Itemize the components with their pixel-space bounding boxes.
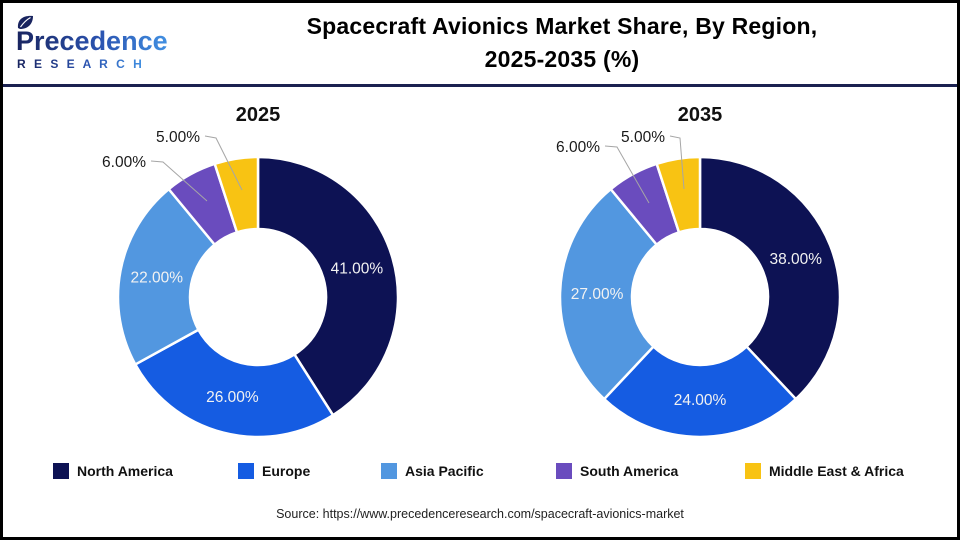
legend-label-asia-pacific: Asia Pacific xyxy=(405,463,484,479)
pie-slice-north-america-2035 xyxy=(698,155,842,401)
slice-label-north-america-2035: 38.00% xyxy=(770,251,823,268)
legend-swatch-south-america xyxy=(556,463,572,479)
legend-swatch-asia-pacific xyxy=(381,463,397,479)
logo-graphic: Precedence R E S E A R C H xyxy=(16,15,168,71)
slice-label-europe-2025: 26.00% xyxy=(206,389,259,406)
logo-name: Precedence xyxy=(16,26,168,56)
header: Precedence R E S E A R C H Spacecraft Av… xyxy=(0,0,960,87)
chart-title-2035: 2035 xyxy=(677,104,723,126)
slice-label-south-america-2035: 6.00% xyxy=(556,139,600,156)
precedence-research-logo: Precedence R E S E A R C H xyxy=(14,14,174,76)
slice-label-south-america-2025: 6.00% xyxy=(102,154,146,171)
leader-line-south-america-2035 xyxy=(604,145,650,204)
pie-slice-north-america-2025 xyxy=(256,155,400,417)
pie-slice-asia-pacific-2025 xyxy=(116,187,216,366)
page-title: Spacecraft Avionics Market Share, By Reg… xyxy=(170,10,954,76)
legend-swatch-europe xyxy=(238,463,254,479)
legend-item-europe: Europe xyxy=(238,462,310,480)
slice-label-middle-east-africa-2035: 5.00% xyxy=(621,129,665,146)
logo-subtitle: R E S E A R C H xyxy=(17,57,144,71)
legend-label-south-america: South America xyxy=(580,463,679,479)
title-line-2: 2025-2035 (%) xyxy=(484,46,640,72)
legend-label-europe: Europe xyxy=(262,463,311,479)
title-line-1: Spacecraft Avionics Market Share, By Reg… xyxy=(306,13,818,39)
logo-leaf-vein xyxy=(20,17,31,28)
leader-line-middle-east-africa-2025 xyxy=(204,135,243,191)
leader-line-middle-east-africa-2035 xyxy=(669,135,685,190)
legend-label-north-america: North America xyxy=(77,463,173,479)
slice-label-middle-east-africa-2025: 5.00% xyxy=(156,129,200,146)
slice-label-europe-2035: 24.00% xyxy=(674,392,727,409)
slice-label-asia-pacific-2025: 22.00% xyxy=(131,270,184,287)
slice-label-asia-pacific-2035: 27.00% xyxy=(571,286,624,303)
source-text: Source: https://www.precedenceresearch.c… xyxy=(276,507,684,521)
legend-swatch-middle-east-africa xyxy=(745,463,761,479)
pie-slice-europe-2025 xyxy=(134,328,335,439)
chart-title-2025: 2025 xyxy=(235,104,281,126)
slice-label-north-america-2025: 41.00% xyxy=(331,260,384,277)
legend-item-middle-east-africa: Middle East & Africa xyxy=(745,462,904,480)
legend-label-middle-east-africa: Middle East & Africa xyxy=(769,463,904,479)
legend-item-north-america: North America xyxy=(53,462,173,480)
header-divider xyxy=(0,84,960,87)
pie-slice-europe-2035 xyxy=(602,345,798,439)
pie-slice-middle-east-africa-2035 xyxy=(655,155,702,234)
leader-line-south-america-2025 xyxy=(150,160,208,202)
legend-swatch-north-america xyxy=(53,463,69,479)
legend-item-asia-pacific: Asia Pacific xyxy=(381,462,484,480)
legend-item-south-america: South America xyxy=(556,462,678,480)
pie-slice-asia-pacific-2035 xyxy=(558,187,658,401)
